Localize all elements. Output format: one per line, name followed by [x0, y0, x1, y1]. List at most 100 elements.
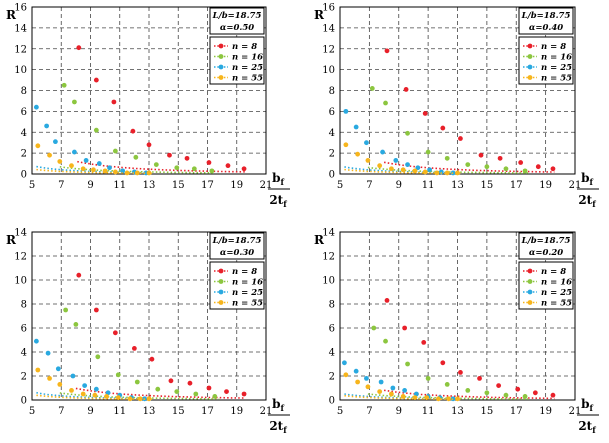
data-point-n8 — [458, 136, 463, 141]
x-tick-label: 9 — [87, 180, 93, 191]
data-point-n8 — [225, 163, 231, 169]
data-point-n16 — [405, 361, 410, 367]
y-tick-label: 10 — [14, 65, 27, 76]
legend-swatch-marker — [218, 54, 224, 59]
x-axis-label-numerator: bf — [581, 397, 593, 413]
y-tick-label: 0 — [329, 170, 335, 181]
trend-curve-n25 — [344, 166, 458, 174]
data-point-n55 — [444, 170, 450, 176]
data-point-n8 — [241, 391, 247, 397]
data-point-n8 — [149, 356, 155, 362]
x-tick-label: 21 — [260, 180, 273, 191]
data-point-n8 — [440, 360, 446, 366]
data-point-n8 — [130, 128, 136, 134]
annotation-ratio: L/b=18.75 — [521, 11, 571, 21]
y-tick-label: 8 — [21, 86, 27, 97]
x-tick-label: 13 — [451, 180, 464, 191]
trend-curve-n16 — [59, 392, 220, 400]
x-tick-label: 11 — [113, 180, 126, 191]
legend-label: n = 8 — [541, 267, 566, 277]
data-point-n55 — [389, 391, 394, 397]
x-tick-label: 19 — [539, 180, 552, 191]
data-point-n8 — [440, 125, 446, 131]
data-point-n25 — [120, 168, 126, 174]
data-point-n25 — [390, 385, 396, 391]
annotation-ratio: L/b=18.75 — [212, 11, 262, 21]
data-point-n25 — [33, 104, 39, 110]
data-point-n16 — [425, 376, 431, 381]
data-point-n25 — [378, 379, 384, 385]
data-point-n16 — [465, 388, 471, 393]
data-point-n55 — [104, 394, 109, 399]
data-point-n25 — [342, 360, 347, 366]
data-point-n25 — [415, 165, 421, 171]
x-axis-label-subscript: f — [283, 425, 287, 435]
legend-label: n = 8 — [232, 267, 257, 277]
y-tick-label: 12 — [14, 44, 27, 55]
x-tick-label: 7 — [366, 406, 372, 417]
data-point-n55 — [47, 152, 52, 158]
data-point-n16 — [174, 389, 180, 394]
x-tick-label: 15 — [481, 406, 494, 417]
data-point-n8 — [76, 272, 82, 278]
data-point-n25 — [393, 158, 399, 163]
x-tick-label: 17 — [201, 406, 214, 417]
data-point-n55 — [91, 167, 96, 173]
data-point-n16 — [133, 154, 139, 160]
data-point-n55 — [377, 163, 383, 169]
legend-label: n = 8 — [541, 42, 566, 52]
y-tick-label: 2 — [329, 372, 335, 383]
data-point-n25 — [427, 167, 432, 173]
data-point-n25 — [438, 169, 444, 175]
data-point-n16 — [193, 391, 199, 397]
legend-swatch-marker — [527, 268, 533, 274]
legend-label: n = 16 — [541, 278, 572, 288]
data-point-n8 — [403, 87, 409, 92]
data-point-n16 — [383, 100, 388, 106]
trend-curve-n55 — [36, 168, 152, 175]
data-point-n8 — [93, 307, 99, 313]
legend-swatch-marker — [527, 75, 533, 80]
legend-label: n = 55 — [232, 74, 263, 84]
y-tick-label: 14 — [322, 23, 335, 34]
data-point-n25 — [450, 396, 456, 402]
trend-curve-n25 — [36, 391, 149, 400]
data-point-n16 — [95, 354, 101, 360]
x-tick-label: 21 — [569, 180, 582, 191]
x-tick-label: 13 — [451, 406, 464, 417]
data-point-n8 — [458, 370, 463, 375]
data-point-n55 — [69, 388, 74, 393]
x-tick-label: 11 — [422, 406, 435, 417]
y-tick-label: 4 — [329, 348, 335, 359]
x-axis-label-subscript: f — [589, 177, 593, 187]
data-point-n55 — [436, 396, 441, 402]
data-point-n8 — [112, 330, 118, 336]
data-point-n25 — [70, 373, 76, 379]
data-point-n25 — [107, 165, 112, 171]
data-point-n55 — [424, 395, 430, 400]
y-tick-label: 14 — [322, 228, 335, 239]
data-point-n25 — [353, 368, 359, 374]
data-point-n16 — [522, 394, 528, 399]
data-point-n16 — [444, 155, 450, 161]
data-point-n16 — [209, 168, 215, 174]
legend-label: n = 25 — [541, 63, 572, 73]
y-tick-label: 6 — [21, 107, 27, 118]
y-axis-label: R — [314, 233, 325, 247]
data-point-n25 — [96, 161, 102, 166]
legend-label: n = 25 — [232, 288, 263, 298]
data-point-n16 — [112, 148, 118, 154]
trend-curve-n55 — [344, 394, 461, 401]
data-point-n55 — [146, 170, 152, 176]
x-tick-label: 15 — [481, 180, 494, 191]
annotation-alpha: α=0.20 — [529, 248, 563, 258]
data-point-n16 — [155, 386, 161, 392]
data-point-n25 — [82, 383, 88, 388]
data-point-n25 — [53, 139, 58, 145]
data-point-n16 — [425, 149, 431, 155]
x-axis-label-denominator: 2tf — [578, 193, 596, 209]
x-tick-label: 5 — [337, 406, 343, 417]
data-point-n55 — [102, 168, 108, 174]
x-tick-label: 13 — [143, 180, 156, 191]
